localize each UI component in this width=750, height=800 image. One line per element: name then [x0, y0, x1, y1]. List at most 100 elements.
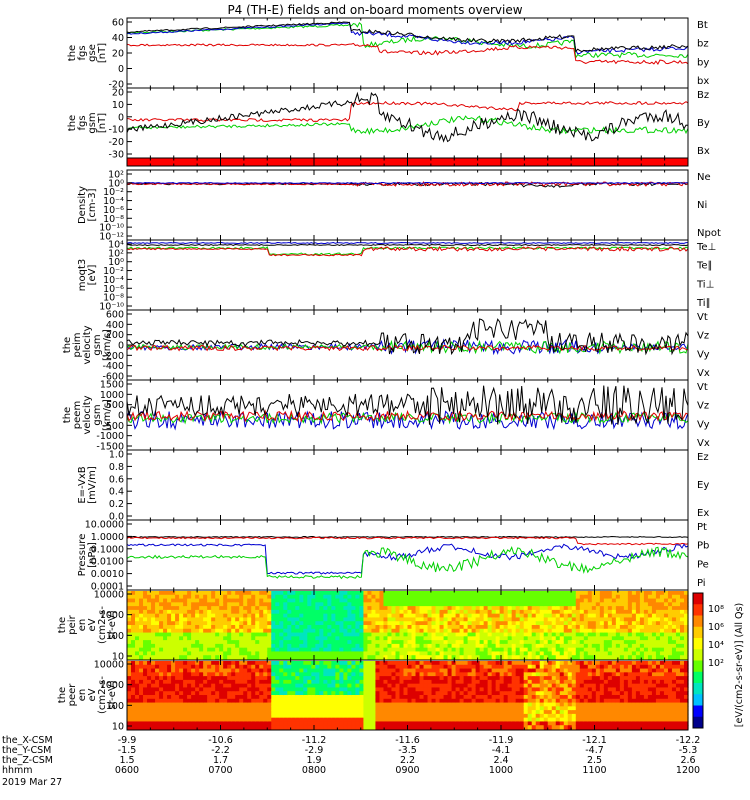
- y-axis-label: [km/s]: [102, 399, 113, 431]
- series-line-bz: [126, 42, 689, 65]
- panel-frame: [126, 239, 689, 311]
- y-axis-label: peer: [67, 683, 78, 707]
- series-line-By: [126, 115, 689, 136]
- y-tick-label: 10.0000: [85, 520, 124, 531]
- y-axis-label: [nT]: [97, 43, 108, 63]
- y-tick-label: 10⁰: [108, 257, 124, 268]
- series-line-peem-Vx: [126, 410, 689, 431]
- series-line-peem-Vt: [126, 385, 689, 425]
- panel-frame: [126, 449, 689, 521]
- legend-label: Ex: [697, 508, 709, 519]
- x-axis-value: -3.5: [398, 745, 417, 756]
- y-tick-label: 1000: [100, 610, 124, 621]
- x-axis-value: 0600: [115, 765, 139, 776]
- x-axis-value: -4.7: [585, 745, 604, 756]
- y-axis-label: fgs: [77, 115, 88, 130]
- x-axis-value: 2.4: [493, 755, 508, 766]
- x-axis-value: 2.2: [400, 755, 415, 766]
- legend-label: Ti∥: [696, 298, 711, 309]
- series-line-peim-Vz: [126, 344, 689, 352]
- colorbar-tick: 10⁴: [708, 640, 724, 651]
- x-axis-row-label: hhmm: [2, 765, 33, 776]
- legend-label: Vy: [697, 349, 710, 360]
- y-tick-label: 10: [112, 722, 124, 733]
- y-tick-label: -20: [108, 80, 124, 91]
- y-tick-label: -200: [102, 351, 124, 362]
- colorbar-label: [eV/(cm2-s-sr-eV)] (All Qs): [734, 603, 745, 727]
- series-line-Te-perp: [126, 245, 689, 257]
- y-axis-label: [nPa]: [87, 542, 98, 568]
- x-axis-row-label: the_Z-CSM: [2, 755, 53, 766]
- y-tick-label: 10²: [108, 170, 124, 181]
- legend-label: Bt: [697, 20, 708, 31]
- legend-label: bz: [697, 39, 709, 50]
- series-line-Bx: [126, 91, 689, 143]
- colorbar-tick: 10⁸: [708, 604, 724, 615]
- y-tick-label: 40: [112, 33, 124, 44]
- y-tick-label: -30: [108, 150, 124, 161]
- y-tick-label: 100: [106, 701, 124, 712]
- legend-label: Bx: [697, 146, 710, 157]
- y-tick-label: 10⁻¹²: [99, 232, 124, 243]
- legend-label: Pt: [697, 522, 707, 533]
- legend-label: Vx: [697, 368, 710, 379]
- legend-label: Vz: [697, 401, 709, 412]
- y-tick-label: 10⁻⁸: [103, 293, 124, 304]
- legend-label: Ez: [697, 452, 709, 463]
- y-axis-label: en: [77, 619, 88, 632]
- x-axis-value: 1000: [489, 765, 513, 776]
- y-tick-label: -10: [108, 125, 124, 136]
- legend-label: Pe: [697, 559, 709, 570]
- legend-label: Te∥: [696, 261, 713, 272]
- y-axis-label: gsm: [92, 334, 103, 355]
- panel-frame: [126, 169, 689, 241]
- series-line-Pb: [126, 536, 689, 546]
- legend-label: Ti⊥: [696, 279, 714, 290]
- legend-label: Ni: [697, 200, 707, 211]
- y-axis-label: [cm-3]: [87, 188, 98, 221]
- y-tick-label: 10000: [94, 590, 124, 601]
- date-label: 2019 Mar 27: [2, 777, 62, 788]
- x-axis-value: -12.1: [582, 735, 607, 746]
- y-axis-label: the: [62, 337, 73, 353]
- legend-label: by: [697, 57, 709, 68]
- y-tick-label: 10⁻¹⁰: [99, 223, 124, 234]
- colorbar-tick: 10⁶: [708, 622, 724, 633]
- y-axis-label: E=-VxB: [77, 466, 88, 503]
- series-line-Pt: [126, 535, 689, 539]
- y-tick-label: 20: [112, 49, 124, 60]
- y-tick-label: 10⁻²: [103, 187, 124, 198]
- y-axis-label: [km/s]: [102, 329, 113, 361]
- colorbar-frame: [692, 592, 704, 729]
- y-axis-label: [eV]: [87, 265, 98, 286]
- x-axis-value: -5.3: [679, 745, 698, 756]
- y-axis-label: gsm: [92, 404, 103, 425]
- x-axis-value: -10.6: [208, 735, 233, 746]
- x-axis-value: 2.6: [680, 755, 695, 766]
- legend-label: Ne: [697, 172, 711, 183]
- y-axis-label: eV: [87, 618, 98, 631]
- y-axis-label: (cm2-s-: [97, 606, 108, 644]
- ion-spectrogram: [127, 591, 689, 660]
- y-tick-label: 10⁴: [108, 240, 124, 251]
- y-tick-label: 60: [112, 18, 124, 29]
- legend-label: Npot: [697, 228, 721, 239]
- y-tick-label: 10⁻¹⁰: [99, 302, 124, 313]
- y-tick-label: 0.0100: [91, 557, 124, 568]
- y-tick-label: 0: [118, 341, 124, 352]
- y-tick-label: 1.0: [109, 450, 124, 461]
- x-axis-value: -2.2: [211, 745, 230, 756]
- y-axis-label: en: [77, 689, 88, 702]
- y-tick-label: 0: [118, 411, 124, 422]
- y-axis-label: the: [57, 687, 68, 703]
- x-axis-value: 1.9: [306, 755, 321, 766]
- series-line-peim-Vt: [126, 318, 689, 356]
- y-tick-label: -600: [102, 372, 124, 383]
- colorbar: [693, 593, 703, 729]
- x-axis-row-label: the_Y-CSM: [2, 745, 51, 756]
- legend-label: Vt: [697, 382, 708, 393]
- y-tick-label: 500: [106, 400, 124, 411]
- y-axis-label: Pressure: [77, 534, 88, 577]
- y-axis-label: moqt3: [77, 259, 88, 292]
